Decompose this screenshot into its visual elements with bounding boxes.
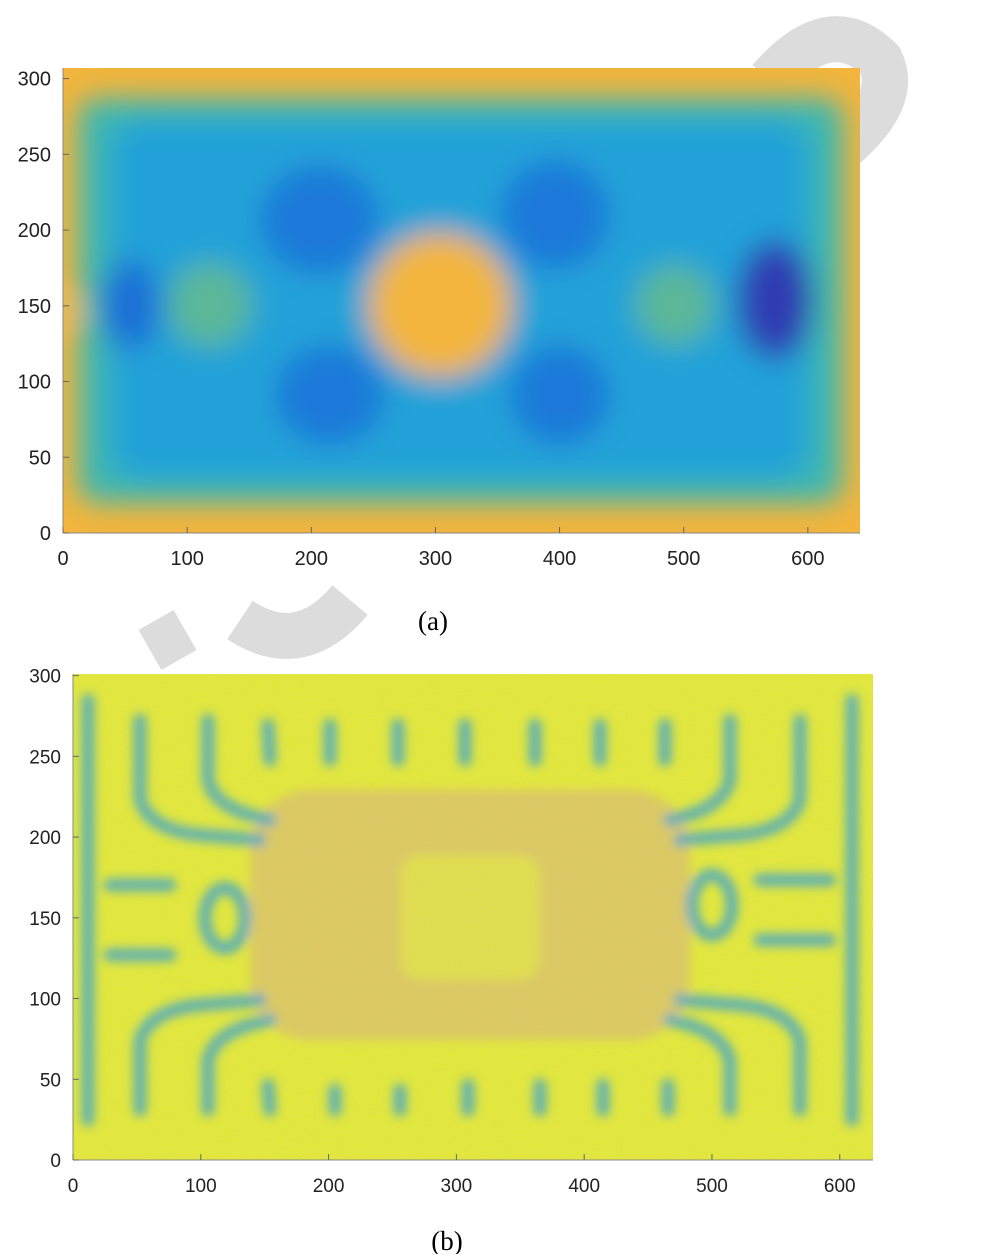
y-tick-label: 0 xyxy=(40,523,51,545)
x-tick-label: 500 xyxy=(696,1176,728,1197)
y-tick-label: 250 xyxy=(29,747,61,768)
caption: (a) xyxy=(418,606,448,636)
x-tick-label: 300 xyxy=(419,548,452,570)
x-tick-label: 500 xyxy=(667,548,700,570)
y-tick-label: 150 xyxy=(29,909,61,930)
x-tick-label: 300 xyxy=(441,1176,473,1197)
x-tick-label: 200 xyxy=(295,548,328,570)
x-tick-label: 0 xyxy=(57,548,68,570)
caption: (b) xyxy=(431,1226,462,1254)
y-tick-label: 100 xyxy=(29,990,61,1011)
heatmap-image xyxy=(73,674,873,1160)
y-tick-label: 250 xyxy=(18,144,51,166)
y-tick-label: 100 xyxy=(18,372,51,394)
y-tick-label: 200 xyxy=(18,220,51,242)
x-tick-label: 400 xyxy=(568,1176,600,1197)
heatmap-image xyxy=(63,68,860,533)
x-tick-label: 100 xyxy=(185,1176,217,1197)
x-tick-label: 600 xyxy=(824,1176,856,1197)
y-tick-label: 50 xyxy=(40,1070,61,1091)
y-tick-label: 200 xyxy=(29,828,61,849)
y-tick-label: 150 xyxy=(18,296,51,318)
x-tick-label: 400 xyxy=(543,548,576,570)
watermark xyxy=(138,16,908,670)
x-tick-label: 600 xyxy=(791,548,824,570)
y-tick-label: 50 xyxy=(29,447,51,469)
y-tick-label: 300 xyxy=(29,667,61,688)
y-tick-label: 300 xyxy=(18,69,51,91)
y-tick-label: 0 xyxy=(50,1151,61,1172)
x-tick-label: 0 xyxy=(68,1176,79,1197)
x-tick-label: 100 xyxy=(170,548,203,570)
x-tick-label: 200 xyxy=(313,1176,345,1197)
